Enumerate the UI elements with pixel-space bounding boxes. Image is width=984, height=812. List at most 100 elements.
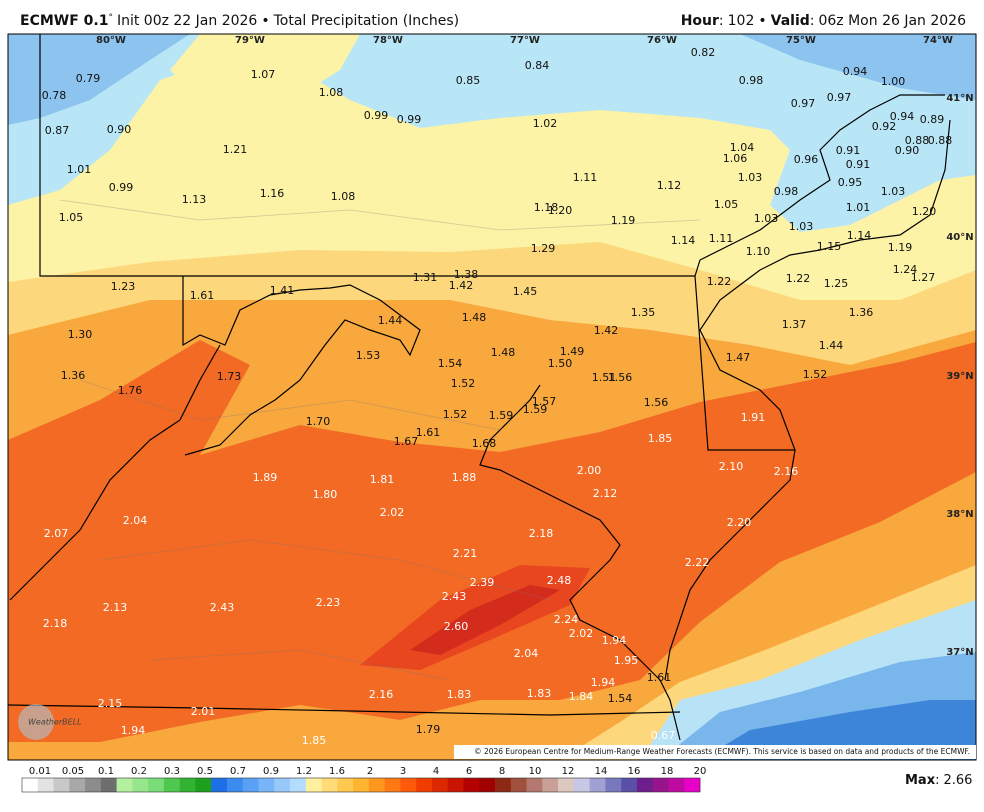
valid-label: Valid: [771, 13, 810, 29]
header-left: ECMWF 0.1° Init 00z 22 Jan 2026 • Total Pre…: [20, 13, 459, 30]
logo-globe: [18, 704, 54, 740]
value-label: 1.52: [803, 368, 828, 381]
value-label: 2.02: [569, 627, 594, 640]
product: Total Precipitation (Inches): [273, 13, 460, 29]
legend-swatch: [179, 778, 196, 792]
legend-tick-label: 0.9: [263, 766, 279, 777]
legend-tick-label: 2: [367, 766, 373, 777]
legend-tick-label: 0.2: [131, 766, 147, 777]
value-label: 1.36: [61, 369, 86, 382]
value-label: 1.59: [489, 409, 514, 422]
value-label: 2.01: [191, 705, 216, 718]
lon-label: 78°W: [373, 35, 403, 46]
value-label: 1.52: [443, 408, 468, 421]
value-label: 1.88: [452, 471, 477, 484]
legend-swatch: [163, 778, 180, 792]
logo: WeatherBELL: [18, 704, 82, 740]
value-label: 1.44: [378, 314, 403, 327]
logo-text: WeatherBELL: [28, 718, 82, 727]
legend-swatch: [495, 778, 512, 792]
legend-swatch: [447, 778, 464, 792]
legend-tick-label: 1.2: [296, 766, 312, 777]
value-label: 1.68: [472, 437, 497, 450]
coastline: [664, 449, 796, 681]
state-border: [694, 119, 951, 451]
value-label: 1.19: [888, 241, 913, 254]
value-label: 1.01: [67, 163, 92, 176]
legend-swatch: [479, 778, 496, 792]
value-label: 1.13: [182, 193, 207, 206]
value-label: 1.03: [754, 212, 779, 225]
value-label: 1.42: [594, 324, 619, 337]
separator: •: [261, 13, 269, 29]
value-label: 1.07: [251, 68, 276, 81]
value-label: 1.03: [738, 171, 763, 184]
value-label: 1.31: [413, 271, 438, 284]
value-label: 1.94: [591, 676, 616, 689]
value-label: 1.61: [416, 426, 441, 439]
value-label: 0.91: [846, 158, 871, 171]
copyright-box: [454, 745, 976, 759]
legend-tick-label: 0.01: [29, 766, 51, 777]
value-label: 1.80: [313, 488, 338, 501]
legend-swatch: [353, 778, 370, 792]
value-label: 1.22: [786, 272, 811, 285]
value-label: 1.41: [270, 284, 295, 297]
value-label: 1.04: [730, 141, 755, 154]
value-label: 2.39: [470, 576, 495, 589]
legend-tick-label: 14: [595, 766, 608, 777]
value-label: 0.88: [905, 134, 930, 147]
legend-tick-label: 8: [499, 766, 505, 777]
value-label: 1.73: [217, 370, 242, 383]
lon-label: 74°W: [923, 35, 953, 46]
value-label: 1.18: [534, 201, 559, 214]
value-label: 1.54: [608, 692, 633, 705]
colon: :: [935, 773, 939, 788]
legend-swatch: [22, 778, 39, 792]
value-label: 1.56: [608, 371, 633, 384]
legend: 0.01 0.05 0.1 0.2 0.3 0.5 0.7 0.9 1.2 1.6 2 3 4 6 8 10 1…: [21, 766, 706, 793]
lat-label: 40°N: [946, 232, 973, 243]
state-border: [8, 704, 681, 716]
coastline: [479, 384, 681, 741]
legend-swatch: [274, 778, 291, 792]
value-label: 1.20: [548, 204, 573, 217]
legend-tick-label: 6: [466, 766, 472, 777]
legend-swatch: [684, 778, 701, 792]
value-label: 1.22: [707, 275, 732, 288]
value-label: 1.52: [451, 377, 476, 390]
value-label: 1.35: [631, 306, 656, 319]
value-label: 1.83: [527, 687, 552, 700]
value-label: 1.03: [881, 185, 906, 198]
legend-swatch: [400, 778, 417, 792]
value-label: 2.20: [727, 516, 752, 529]
value-label: 1.45: [513, 285, 538, 298]
legend-swatch: [384, 778, 401, 792]
value-label: 1.11: [573, 171, 598, 184]
value-label: 1.36: [849, 306, 874, 319]
lat-label: 39°N: [946, 371, 973, 382]
value-label: 2.15: [98, 697, 123, 710]
legend-swatch: [226, 778, 244, 792]
value-label: 2.43: [210, 601, 235, 614]
value-label: 2.13: [103, 601, 128, 614]
legend-swatch: [195, 778, 212, 792]
value-label: 1.51: [592, 371, 617, 384]
legend-swatch: [305, 778, 322, 792]
county-lines: [59, 199, 701, 681]
lat-label: 41°N: [946, 93, 973, 104]
map: 80°W 79°W 78°W 77°W 76°W 75°W 74°W 41°N 40°N 39°N…: [7, 33, 977, 761]
lat-label: 37°N: [946, 647, 973, 658]
legend-swatch: [132, 778, 149, 792]
value-label: 1.70: [306, 415, 331, 428]
header-right: Hour: 102 • Valid: 06z Mon 26 Jan 2026: [681, 13, 966, 29]
value-label: 1.95: [614, 654, 639, 667]
legend-swatch: [69, 778, 86, 792]
value-label: 1.59: [523, 403, 548, 416]
state-border: [9, 344, 221, 601]
value-label: 1.47: [726, 351, 751, 364]
value-label: 1.02: [533, 117, 558, 130]
lon-label: 79°W: [235, 35, 265, 46]
lon-label: 77°W: [510, 35, 540, 46]
